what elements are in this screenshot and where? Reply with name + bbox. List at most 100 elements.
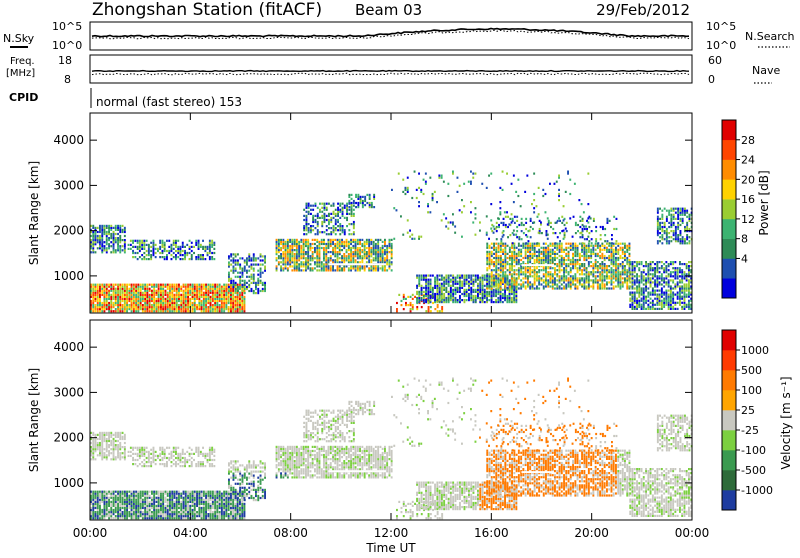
heatmap-cell <box>427 283 429 285</box>
heatmap-cell <box>434 281 436 283</box>
heatmap-cell <box>364 204 366 206</box>
heatmap-cell <box>334 247 336 249</box>
heatmap-cell <box>670 300 672 302</box>
heatmap-cell <box>634 308 636 310</box>
heatmap-cell <box>328 261 330 263</box>
heatmap-cell <box>335 209 337 211</box>
heatmap-cell <box>351 215 353 217</box>
heatmap-cell <box>325 261 327 263</box>
heatmap-cell <box>534 283 536 285</box>
heatmap-cell <box>189 294 191 296</box>
heatmap-cell <box>654 290 656 292</box>
heatmap-cell <box>684 294 686 296</box>
heatmap-cell <box>203 306 205 308</box>
heatmap-cell <box>570 247 572 249</box>
heatmap-cell <box>384 269 386 271</box>
heatmap-cell <box>634 294 636 296</box>
heatmap-cell <box>450 275 452 277</box>
heatmap-cell <box>674 304 676 306</box>
heatmap-cell <box>115 292 117 294</box>
heatmap-cell <box>670 296 672 298</box>
heatmap-cell <box>601 283 603 285</box>
heatmap-cell <box>608 287 610 289</box>
heatmap-cell <box>509 271 511 273</box>
heatmap-cell <box>405 187 407 189</box>
heatmap-cell <box>287 251 289 253</box>
heatmap-cell <box>514 222 516 224</box>
heatmap-cell <box>536 205 538 207</box>
heatmap-cell <box>509 218 511 220</box>
heatmap-cell <box>241 302 243 304</box>
heatmap-cell <box>219 288 221 290</box>
heatmap-cell <box>659 222 661 224</box>
heatmap-cell <box>257 274 259 276</box>
heatmap-cell <box>202 254 204 256</box>
heatmap-cell <box>117 288 119 290</box>
heatmap-cell <box>688 261 690 263</box>
heatmap-cell <box>643 287 645 289</box>
heatmap-cell <box>686 306 688 308</box>
heatmap-cell <box>97 298 99 300</box>
heatmap-cell <box>183 286 185 288</box>
heatmap-cell <box>525 251 527 253</box>
heatmap-cell <box>617 265 619 267</box>
heatmap-cell <box>636 287 638 289</box>
heatmap-cell <box>595 249 597 251</box>
heatmap-cell <box>606 267 608 269</box>
heatmap-cell <box>368 245 370 247</box>
heatmap-cell <box>241 304 243 306</box>
heatmap-cell <box>339 265 341 267</box>
heatmap-cell <box>391 269 393 271</box>
heatmap-cell <box>366 247 368 249</box>
heatmap-cell <box>439 293 441 295</box>
heatmap-cell <box>586 285 588 287</box>
heatmap-cell <box>307 265 309 267</box>
heatmap-cell <box>611 251 613 253</box>
heatmap-cell <box>183 294 185 296</box>
heatmap-cell <box>470 297 472 299</box>
heatmap-cell <box>153 288 155 290</box>
heatmap-cell <box>493 265 495 267</box>
heatmap-cell <box>489 273 491 275</box>
heatmap-cell <box>257 264 259 266</box>
heatmap-cell <box>677 271 679 273</box>
heatmap-cell <box>326 207 328 209</box>
heatmap-cell <box>95 290 97 292</box>
heatmap-cell <box>239 278 241 280</box>
heatmap-cell <box>657 234 659 236</box>
heatmap-cell <box>684 273 686 275</box>
heatmap-cell <box>597 255 599 257</box>
heatmap-cell <box>149 300 151 302</box>
heatmap-cell <box>140 298 142 300</box>
heatmap-cell <box>169 284 171 286</box>
heatmap-cell <box>513 281 515 283</box>
heatmap-cell <box>499 201 501 203</box>
heatmap-cell <box>312 229 314 231</box>
heatmap-cell <box>552 251 554 253</box>
heatmap-cell <box>119 227 121 229</box>
heatmap-cell <box>629 243 631 245</box>
heatmap-cell <box>219 286 221 288</box>
heatmap-cell <box>493 225 495 227</box>
heatmap-cell <box>201 288 203 290</box>
heatmap-cell <box>153 286 155 288</box>
heatmap-cell <box>592 267 594 269</box>
heatmap-cell <box>504 253 506 255</box>
heatmap-cell <box>617 279 619 281</box>
heatmap-cell <box>541 257 543 259</box>
heatmap-cell <box>486 301 488 303</box>
heatmap-cell <box>559 259 561 261</box>
heatmap-cell <box>559 271 561 273</box>
heatmap-cell <box>216 298 218 300</box>
heatmap-cell <box>486 257 488 259</box>
heatmap-cell <box>650 261 652 263</box>
heatmap-cell <box>165 294 167 296</box>
heatmap-cell <box>360 202 362 204</box>
heatmap-cell <box>486 269 488 271</box>
heatmap-cell <box>550 249 552 251</box>
heatmap-cell <box>223 298 225 300</box>
heatmap-cell <box>193 246 195 248</box>
heatmap-cell <box>439 297 441 299</box>
heatmap-cell <box>611 261 613 263</box>
heatmap-cell <box>135 304 137 306</box>
